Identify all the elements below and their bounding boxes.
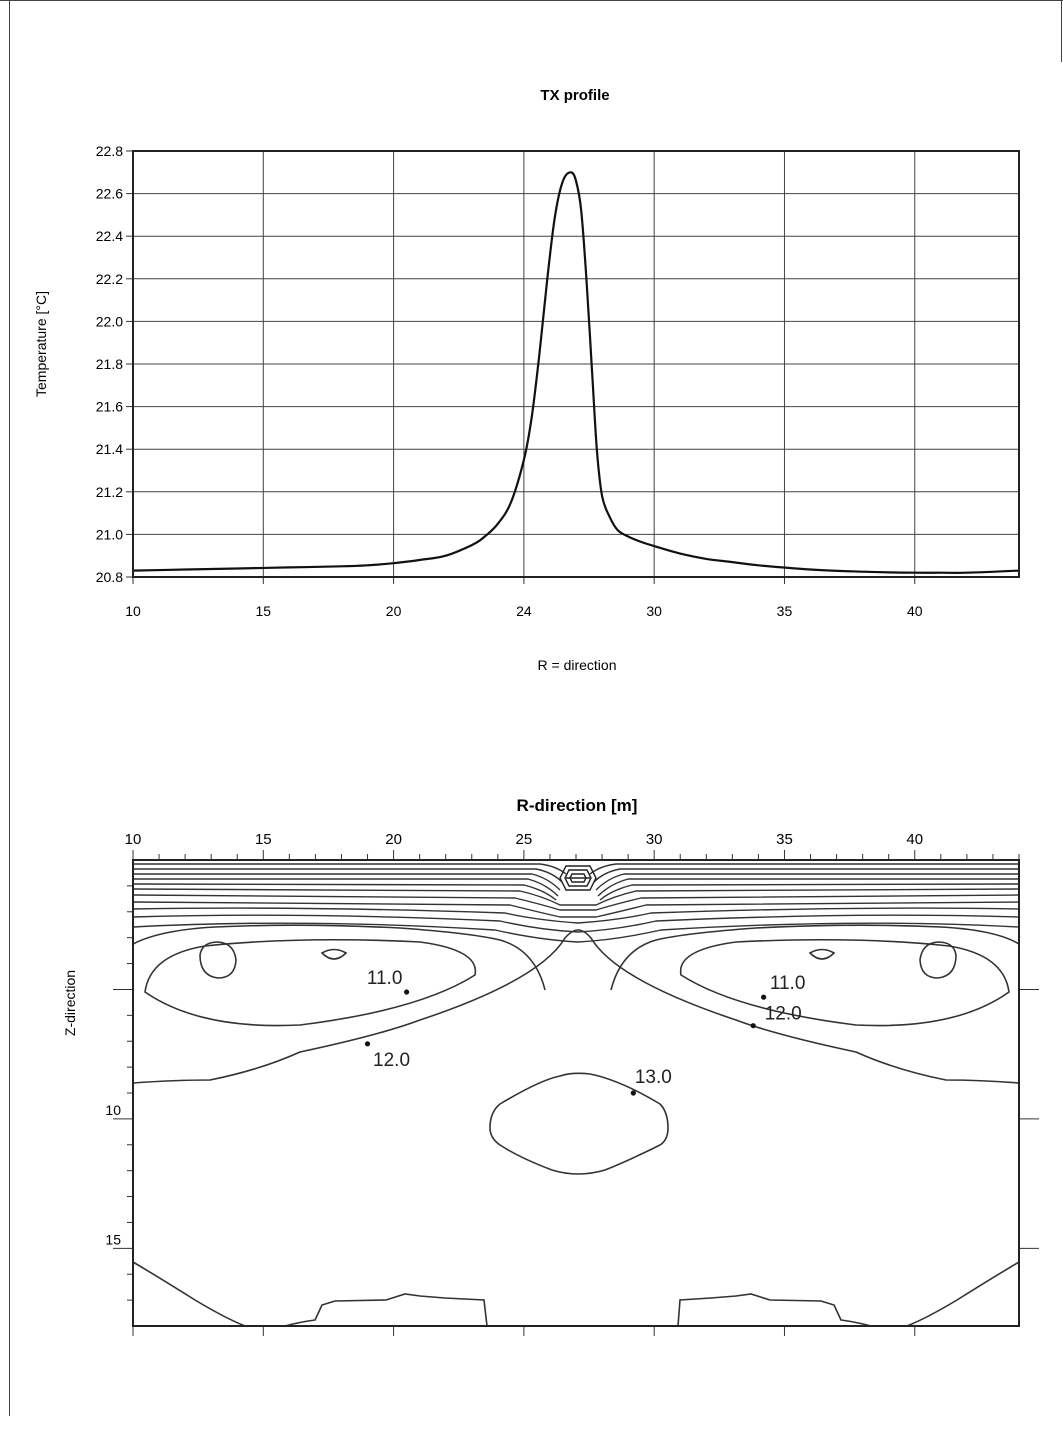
y-tick-label: 22.0 [96, 313, 123, 329]
x-tick-label: 15 [256, 603, 272, 619]
page-border-right [1061, 0, 1062, 62]
x-tick-label: 30 [646, 603, 662, 619]
y-axis-ticks: 20.8 21.0 21.2 21.4 21.6 21.8 22.0 22.2 22.4 22.6… [96, 143, 133, 585]
x-tick-label: 35 [776, 831, 793, 848]
y-tick-label: 22.4 [96, 228, 123, 244]
chart-title: TX profile [540, 87, 609, 104]
contour-label-point [630, 1090, 636, 1096]
x-tick-label: 15 [255, 831, 272, 848]
y-tick-label: 21.0 [96, 526, 123, 542]
x-axis-label: R-direction [m] [517, 796, 638, 815]
surface-isotherms [132, 863, 1020, 943]
y-tick-label: 22.8 [96, 143, 123, 159]
contour-label-point [750, 1023, 756, 1029]
x-axis-ticks: 10 15 20 24 30 35 40 [125, 577, 923, 619]
x-tick-label: 30 [646, 831, 663, 848]
y-tick-label: 22.2 [96, 271, 123, 287]
x-tick-label: 24 [516, 603, 532, 619]
plot-area-border [132, 150, 1020, 578]
x-tick-label: 10 [125, 831, 142, 848]
temperature-series-line [132, 171, 1020, 574]
contour-label: 12.0 [765, 1004, 802, 1025]
contour-label-point [404, 989, 410, 995]
contour-labels: 11.0 11.0 12.0 12.0 13.0 [364, 968, 806, 1096]
x-tick-label: 40 [906, 831, 923, 848]
y-tick-label: 20.8 [96, 569, 123, 585]
axis-ticks: 10 15 20 25 30 35 40 10 15 [105, 831, 1039, 1336]
y-tick-label: 21.6 [96, 399, 123, 415]
isotherms [132, 924, 1020, 1327]
contour-chart: R-direction [m] Z-direction 10 15 20 25 30 35… [62, 796, 1039, 1336]
plot-area-border [132, 859, 1020, 1327]
y-tick-label: 21.8 [96, 356, 123, 372]
y-tick-label: 21.2 [96, 484, 123, 500]
x-tick-label: 35 [777, 603, 793, 619]
x-tick-label: 10 [125, 603, 141, 619]
y-tick-label: 21.4 [96, 441, 123, 457]
x-tick-label: 20 [386, 603, 402, 619]
tx-profile-chart: TX profile 20.821.021.221.421.621.822.02… [33, 87, 1020, 673]
y-tick-label: 15 [105, 1231, 121, 1247]
contour-label: 11.0 [770, 973, 806, 994]
contour-label: 11.0 [367, 968, 403, 989]
x-tick-label: 20 [385, 831, 402, 848]
contour-label-point [761, 994, 767, 1000]
y-tick-label: 10 [105, 1102, 121, 1118]
y-tick-label: 22.6 [96, 186, 123, 202]
heat-source-marker [559, 865, 597, 891]
page-border-top [0, 0, 1063, 1]
grid [132, 150, 1019, 578]
contour-label: 12.0 [373, 1050, 410, 1071]
y-axis-label: Temperature [°C] [33, 291, 49, 397]
contour-label: 13.0 [635, 1067, 672, 1088]
x-tick-label: 40 [907, 603, 923, 619]
page-border-left [9, 0, 10, 1416]
x-axis-label: R = direction [538, 657, 617, 673]
x-tick-label: 25 [516, 831, 533, 848]
y-axis-label: Z-direction [62, 970, 78, 1036]
contour-label-point [364, 1041, 371, 1047]
